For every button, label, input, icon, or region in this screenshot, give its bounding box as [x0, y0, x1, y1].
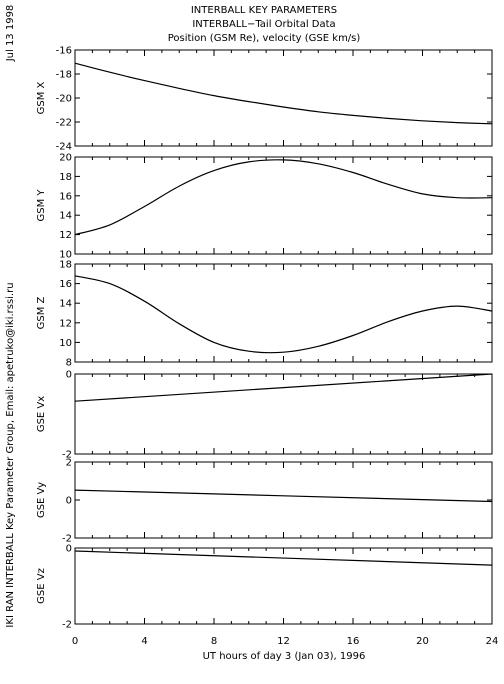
plot-frame [74, 373, 493, 455]
panel-gsm-x: -16 -18 -20 -22 -24 GSM X [36, 46, 493, 153]
x-tick-label: 12 [277, 636, 290, 647]
chart-title-1: INTERBALL KEY PARAMETERS [191, 5, 337, 16]
y-tick-label: 14 [59, 299, 72, 310]
y-tick-label: 10 [59, 338, 72, 349]
y-axis-label: GSE Vx [36, 396, 47, 432]
panel-gse-vz: 0 -2 GSE Vz [36, 544, 493, 631]
y-tick-label: -2 [62, 620, 72, 631]
y-axis-label: GSM Z [36, 296, 47, 329]
y-axis-label: GSM Y [36, 189, 47, 222]
series-line-gsm-z [74, 275, 493, 354]
x-tick-label: 4 [141, 636, 147, 647]
x-tick-label: 8 [211, 636, 217, 647]
y-tick-label: -18 [56, 70, 72, 81]
y-tick-label: 14 [59, 211, 72, 222]
y-tick-label: 16 [59, 279, 72, 290]
panel-gsm-z: 18 16 14 12 10 8 GSM Z [36, 260, 493, 369]
plot-frame [74, 547, 493, 625]
series-line-gse-vy [74, 489, 493, 503]
y-tick-label: 18 [59, 172, 72, 183]
plot-frame [74, 49, 493, 147]
y-tick-label: -16 [56, 46, 72, 57]
y-tick-label: 16 [59, 191, 72, 202]
y-tick-label: -2 [62, 450, 72, 461]
chart-title-3: Position (GSM Re), velocity (GSE km/s) [168, 33, 361, 44]
y-tick-label: 20 [59, 153, 72, 164]
y-tick-label: 0 [66, 370, 72, 381]
date-label: Jul 13 1998 [5, 5, 16, 63]
y-tick-label: 0 [66, 496, 72, 507]
y-tick-label: 0 [66, 544, 72, 555]
y-tick-label: -20 [56, 94, 72, 105]
y-tick-label: -24 [56, 142, 72, 153]
y-tick-label: -2 [62, 534, 72, 545]
y-axis-label: GSE Vz [36, 568, 47, 604]
y-axis-label: GSE Vy [36, 482, 47, 518]
x-axis-label: UT hours of day 3 (Jan 03), 1996 [203, 651, 366, 662]
y-tick-label: 8 [66, 358, 72, 369]
y-axis-label: GSM X [36, 81, 47, 114]
x-tick-label: 0 [72, 636, 78, 647]
panel-gse-vx: 0 -2 GSE Vx [36, 370, 493, 461]
chart-title-2: INTERBALL−Tail Orbital Data [192, 19, 335, 30]
y-tick-label: 12 [59, 230, 72, 241]
x-tick-label: 16 [347, 636, 360, 647]
plot-frame [74, 156, 493, 255]
panel-gsm-y: 20 18 16 14 12 10 GSM Y [36, 153, 493, 261]
y-tick-label: 12 [59, 318, 72, 329]
plot-frame [74, 263, 493, 363]
y-tick-label: 18 [59, 260, 72, 271]
series-line-gse-vx [74, 373, 493, 402]
series-line-gse-vz [74, 550, 493, 566]
x-tick-label: 20 [416, 636, 429, 647]
x-tick-label: 24 [486, 636, 499, 647]
series-line-gsm-x [74, 62, 493, 125]
panel-gse-vy: 2 0 -2 GSE Vy [36, 458, 493, 545]
credit-label: IKI RAN INTERBALL Key Parameter Group, E… [5, 282, 16, 627]
y-tick-label: -22 [56, 118, 72, 129]
series-line-gsm-y [74, 159, 493, 236]
y-tick-label: 10 [59, 250, 72, 261]
y-tick-label: 2 [66, 458, 72, 469]
